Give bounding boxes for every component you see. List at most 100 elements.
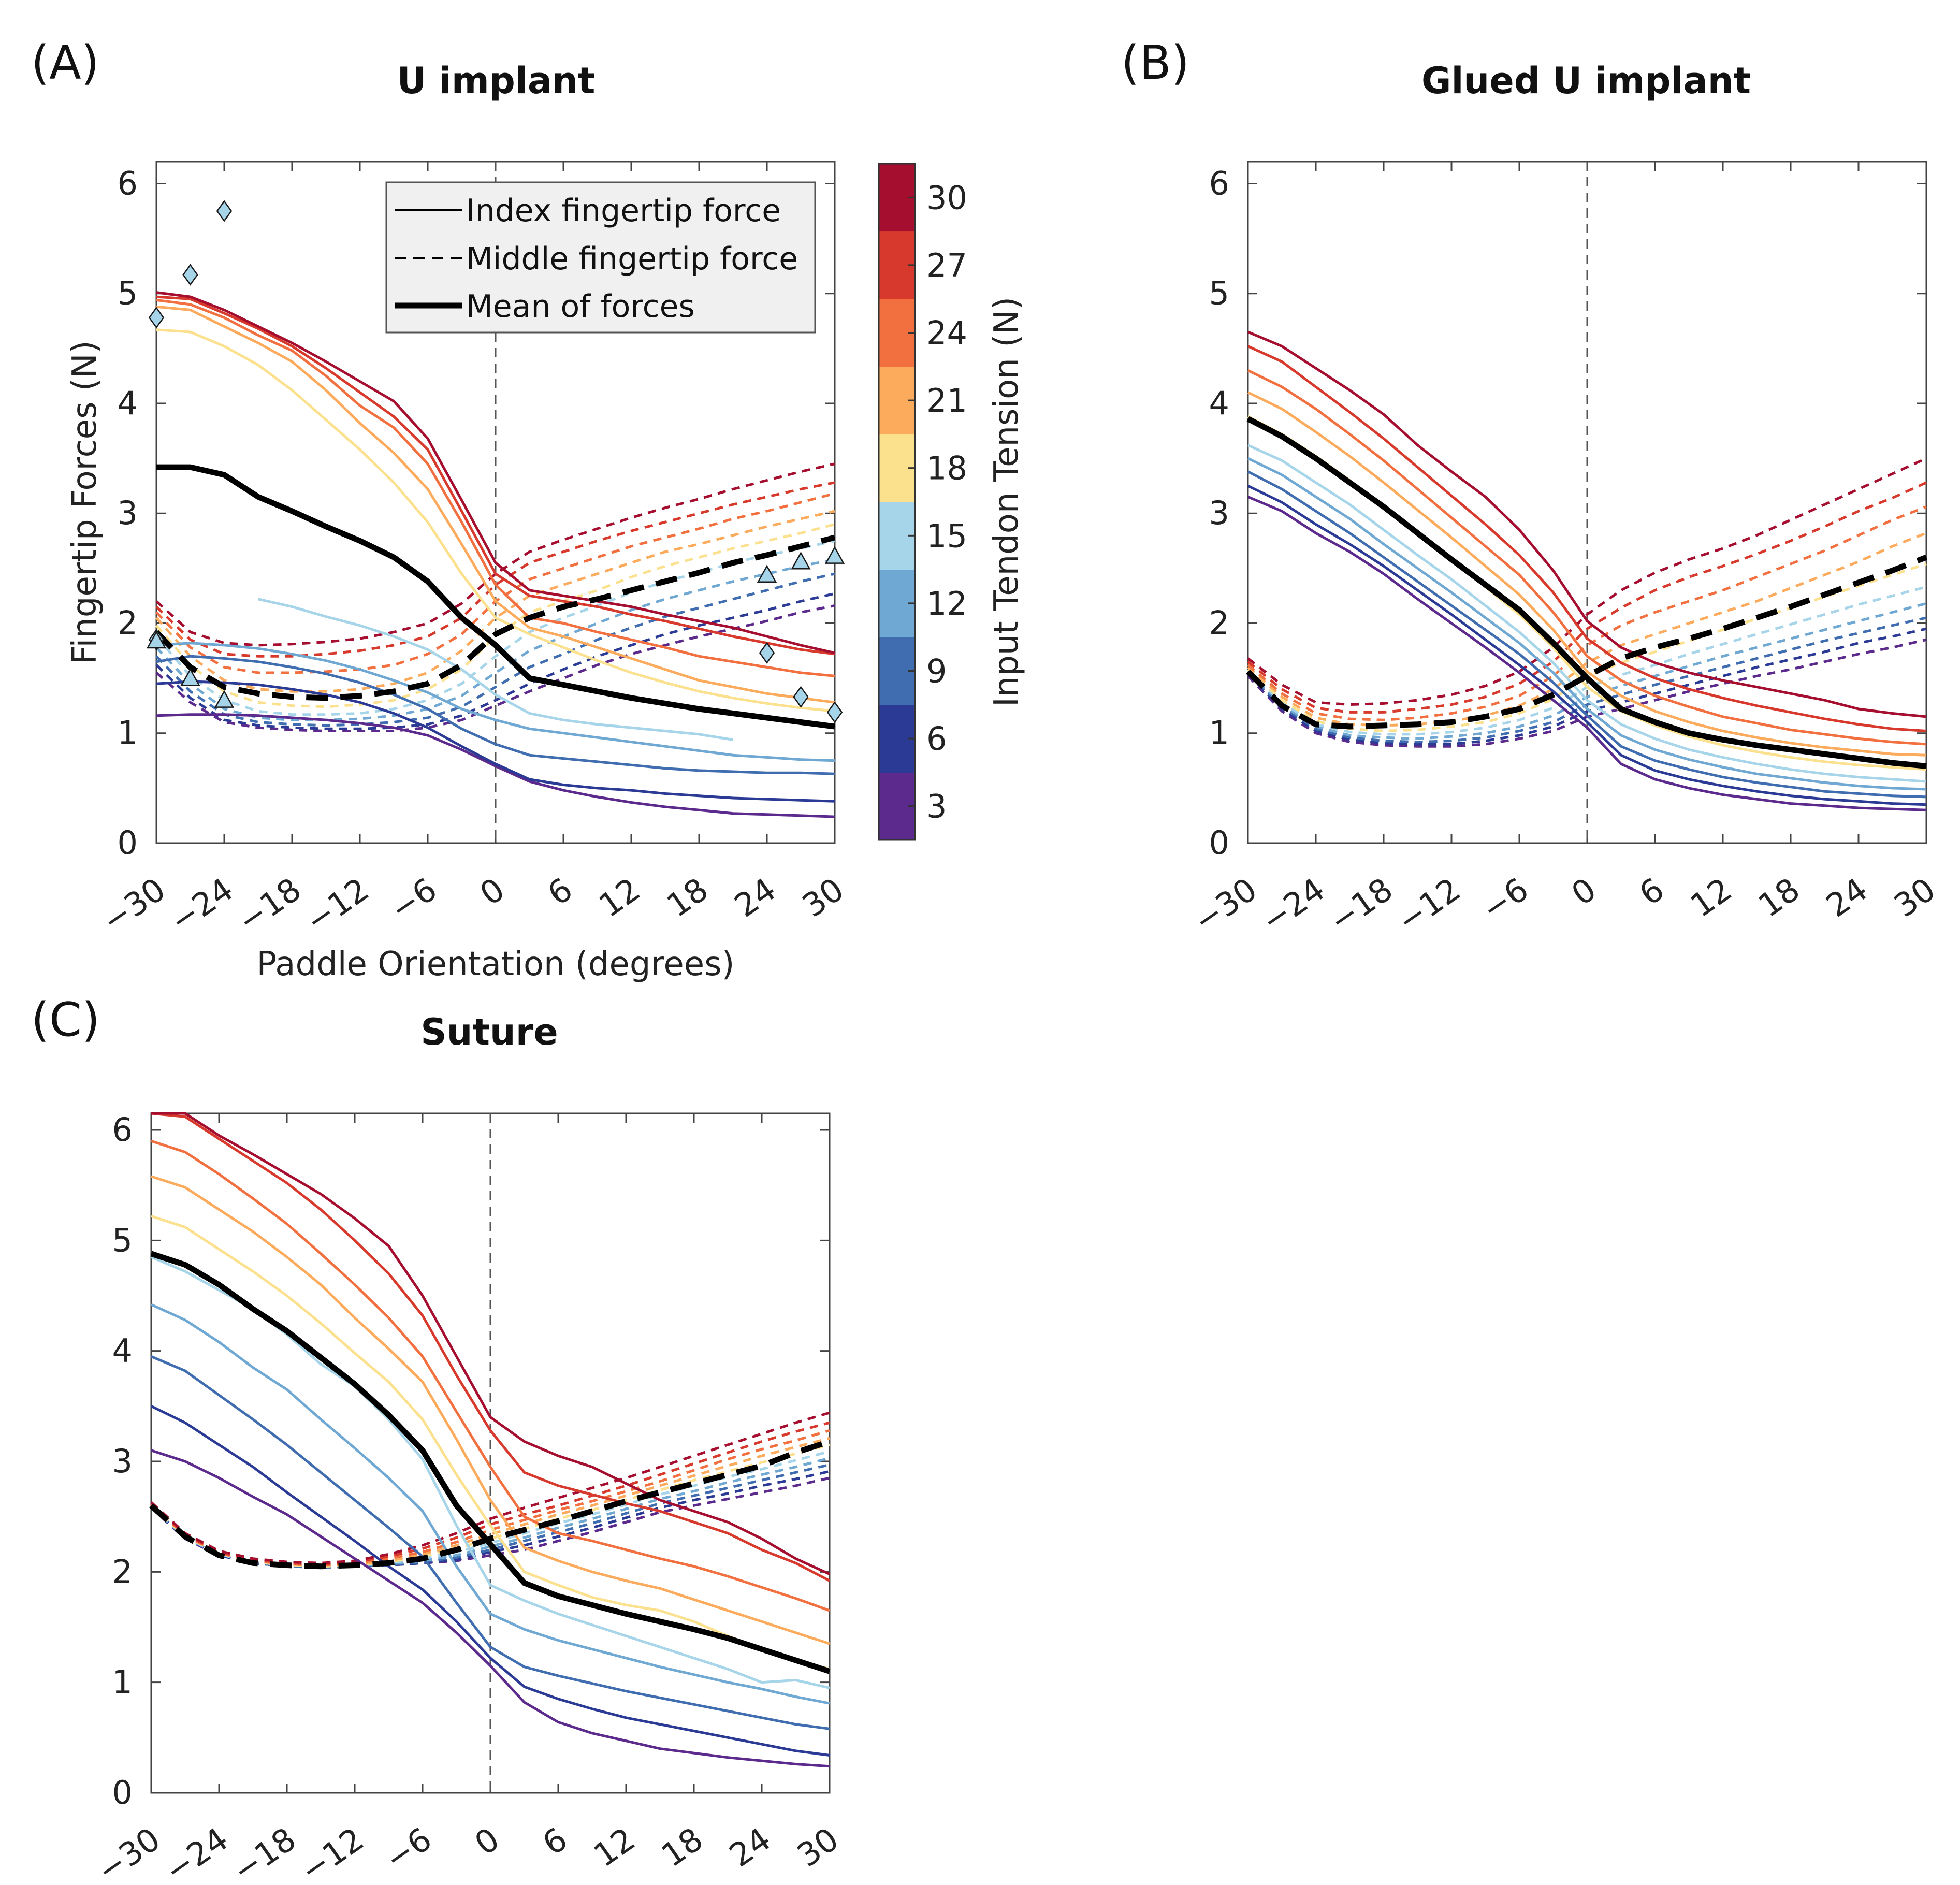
- panel-a-x-tick-label: 18: [660, 870, 715, 924]
- panel-a-experimental-marker-diamond: [182, 264, 198, 286]
- panel-a-label: (A): [31, 36, 99, 90]
- colorbar-tick-label: 12: [926, 585, 967, 622]
- panel-a-index-force-line-15N: [257, 598, 733, 741]
- panel-b: (B) Glued U implant −30−24−18−12 −6 0 6 12 18…: [1121, 36, 1942, 940]
- panel-b-x-tick-label: −30: [1187, 870, 1264, 940]
- panel-b-index-force-line-9N: [1247, 470, 1927, 799]
- panel-a-mean-index-force-line: [156, 464, 835, 730]
- panel-c-index-force-line-24N: [151, 1139, 830, 1612]
- panel-a-index-force-line-9N: [156, 655, 835, 775]
- panel-c-x-tick-label: 30: [790, 1820, 846, 1874]
- panel-a-y-tick-label: 6: [118, 164, 138, 202]
- panel-b-y-tick-label: 0: [1209, 824, 1229, 862]
- colorbar-label: Input Tendon Tension (N): [988, 297, 1026, 707]
- panel-a-index-force-line-18N: [156, 328, 835, 713]
- colorbar-tick-label: 21: [926, 382, 967, 419]
- panel-a-index-force-line-27N: [156, 295, 835, 656]
- panel-a-experimental-marker-diamond: [148, 307, 165, 329]
- panel-a-middle-force-line-21N: [155, 510, 835, 693]
- panel-a-experimental-marker-diamond: [216, 200, 233, 222]
- panel-c-index-force-line-30N: [151, 1112, 831, 1575]
- panel-a-x-tick-label: −6: [383, 870, 444, 928]
- panel-a-y-tick-label: 2: [118, 604, 138, 642]
- colorbar-frame: [878, 163, 916, 841]
- panel-a-experimental-marker-triangle: [757, 564, 777, 583]
- colorbar-tick-label: 9: [926, 653, 947, 690]
- panel-a-y-tick-label: 3: [118, 494, 138, 532]
- panel-c-x-tick-label: −30: [90, 1820, 167, 1885]
- panel-c-x-tick-label: 0: [468, 1820, 506, 1862]
- panel-c-index-force-line-12N: [150, 1303, 830, 1705]
- colorbar-tick-label: 3: [926, 788, 947, 825]
- legend-mean-label: Mean of forces: [466, 288, 695, 325]
- panel-b-middle-force-line-21N: [1247, 532, 1927, 727]
- panel-c-label: (C): [31, 993, 100, 1047]
- panel-b-middle-force-line-12N: [1247, 602, 1927, 740]
- panel-a-middle-force-line-3N: [155, 604, 835, 732]
- panel-b-middle-force-line-9N: [1247, 616, 1927, 744]
- panel-c-x-tick-label: 24: [722, 1820, 778, 1874]
- panel-c-middle-force-line-24N: [150, 1429, 830, 1567]
- panel-a-x-tick-label: −30: [95, 870, 172, 940]
- legend-index-label: Index fingertip force: [466, 193, 781, 229]
- panel-a-experimental-marker-diamond: [759, 642, 775, 664]
- panel-a-x-tick-label: −24: [163, 870, 240, 940]
- colorbar-tick-label: 24: [926, 314, 967, 352]
- panel-c-middle-force-line-30N: [150, 1411, 830, 1564]
- panel-c-index-force-line-3N: [151, 1449, 830, 1768]
- panel-b-x-tick-label: −18: [1323, 870, 1400, 940]
- panel-a-experimental-marker-triangle: [214, 690, 235, 708]
- panel-b-y-tick-label: 6: [1209, 164, 1229, 202]
- panel-a-experimental-marker-diamond: [826, 701, 843, 723]
- panel-a-y-tick-label: 5: [118, 274, 138, 312]
- panel-b-x-tick-label: 12: [1683, 870, 1739, 924]
- panel-b-middle-force-line-27N: [1247, 481, 1927, 714]
- panel-c-y-tick-label: 4: [112, 1332, 133, 1370]
- panel-c-x-tick-label: 6: [535, 1820, 574, 1862]
- panel-b-index-force-line-24N: [1247, 369, 1927, 746]
- legend: Index fingertip force Middle fingertip f…: [385, 181, 816, 334]
- panel-b-middle-force-line-30N: [1247, 457, 1927, 706]
- panel-c-x-tick-label: −6: [378, 1820, 439, 1878]
- panel-b-title: Glued U implant: [1421, 60, 1751, 102]
- colorbar-tick-label: 18: [926, 450, 967, 487]
- panel-b-x-tick-label: 0: [1564, 870, 1603, 912]
- panel-b-index-force-line-3N: [1247, 496, 1927, 811]
- panel-c-index-force-line-18N: [151, 1215, 830, 1671]
- colorbar-ticks: 3 6 9 12 15 18 21 24 27 30: [908, 179, 967, 825]
- panel-c-y-tick-label: 1: [112, 1663, 133, 1701]
- panel-a-experimental-marker-triangle: [180, 668, 200, 686]
- panel-a-x-tick-label: 12: [592, 870, 647, 924]
- panel-b-y-tick-label: 3: [1209, 494, 1229, 532]
- panel-c-middle-force-line-21N: [150, 1437, 830, 1567]
- panel-a-title: U implant: [397, 60, 596, 102]
- panel-b-index-force-line-12N: [1247, 457, 1927, 791]
- panel-c-x-tick-label: −24: [158, 1820, 235, 1885]
- panel-a-x-tick-label: 24: [728, 870, 783, 924]
- panel-a-index-force-line-21N: [156, 305, 835, 704]
- panel-b-x-tick-label: −24: [1255, 870, 1332, 940]
- panel-a-x-tick-label: 0: [473, 870, 511, 912]
- panel-a-middle-force-line-15N: [155, 539, 835, 716]
- panel-a-index-force-line-30N: [156, 291, 835, 655]
- panel-b-index-force-line-27N: [1247, 345, 1927, 732]
- panel-c-index-force-line-9N: [151, 1355, 830, 1730]
- panel-c-x-tick-label: 12: [587, 1820, 642, 1874]
- panel-a-experimental-marker-diamond: [793, 686, 809, 708]
- panel-a-x-tick-label: −18: [231, 870, 308, 940]
- panel-a-middle-force-line-30N: [155, 462, 835, 647]
- panel-a-y-axis-label: Fingertip Forces (N): [66, 340, 104, 664]
- panel-c-mean-middle-force-line: [149, 1439, 831, 1570]
- panel-a-middle-force-line-6N: [155, 592, 835, 730]
- panel-b-y-tick-label: 2: [1209, 604, 1229, 642]
- panel-b-middle-force-line-6N: [1247, 627, 1927, 746]
- panel-a-middle-force-line-12N: [155, 558, 835, 721]
- panel-c-x-tick-label: −18: [226, 1820, 303, 1885]
- colorbar-tick-label: 15: [926, 517, 967, 555]
- panel-a-middle-force-line-27N: [155, 481, 835, 658]
- panel-c-title: Suture: [420, 1011, 558, 1053]
- panel-a-index-force-line-6N: [156, 680, 835, 803]
